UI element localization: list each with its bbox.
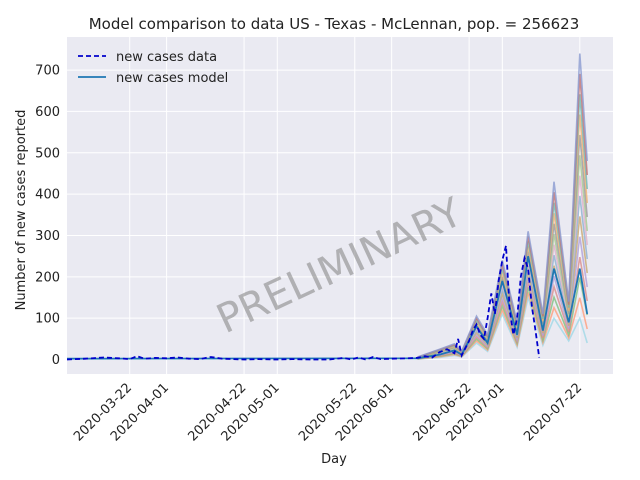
legend-model-label: new cases model — [116, 71, 228, 86]
legend: new cases data new cases model — [78, 50, 228, 86]
chart-title: Model comparison to data US - Texas - Mc… — [89, 15, 580, 33]
y-tick-label: 300 — [35, 229, 60, 244]
model-median-line — [66, 256, 589, 360]
y-tick-label: 0 — [52, 353, 60, 368]
x-axis-label: Day — [321, 452, 347, 467]
y-axis-label: Number of new cases reported — [14, 110, 29, 311]
legend-data-label: new cases data — [116, 50, 217, 65]
y-tick-label: 400 — [35, 188, 60, 203]
y-tick-label: 200 — [35, 270, 60, 285]
y-axis: 0 100 200 300 400 500 600 700 — [35, 64, 60, 368]
data-line — [66, 245, 541, 361]
y-tick-label: 100 — [35, 312, 60, 327]
plot-area — [67, 37, 613, 374]
y-tick-label: 700 — [35, 64, 60, 79]
y-tick-label: 500 — [35, 146, 60, 161]
grid — [67, 37, 613, 374]
y-tick-label: 600 — [35, 105, 60, 120]
